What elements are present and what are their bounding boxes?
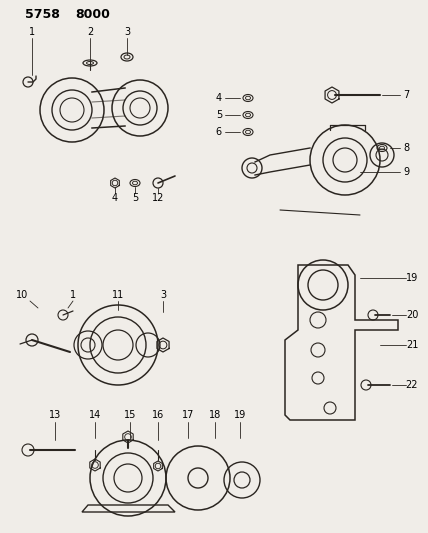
Text: 21: 21	[406, 340, 418, 350]
Text: 19: 19	[406, 273, 418, 283]
Text: 17: 17	[182, 410, 194, 420]
Text: 5: 5	[132, 193, 138, 203]
Text: 8: 8	[403, 143, 409, 153]
Text: 13: 13	[49, 410, 61, 420]
Text: 9: 9	[403, 167, 409, 177]
Text: 14: 14	[89, 410, 101, 420]
Text: 3: 3	[160, 290, 166, 300]
Text: 1: 1	[29, 27, 35, 37]
Text: 4: 4	[216, 93, 222, 103]
Text: 1: 1	[70, 290, 76, 300]
Text: 11: 11	[112, 290, 124, 300]
Text: 22: 22	[406, 380, 418, 390]
Text: 15: 15	[124, 410, 136, 420]
Text: 4: 4	[112, 193, 118, 203]
Text: 5: 5	[216, 110, 222, 120]
Text: 8000: 8000	[75, 7, 110, 20]
Text: 19: 19	[234, 410, 246, 420]
Text: 12: 12	[152, 193, 164, 203]
Text: 3: 3	[124, 27, 130, 37]
Text: 16: 16	[152, 410, 164, 420]
Text: 20: 20	[406, 310, 418, 320]
Text: 10: 10	[16, 290, 28, 300]
Text: 7: 7	[403, 90, 409, 100]
Text: 5758: 5758	[25, 7, 60, 20]
Text: 18: 18	[209, 410, 221, 420]
Text: 6: 6	[216, 127, 222, 137]
Text: 2: 2	[87, 27, 93, 37]
